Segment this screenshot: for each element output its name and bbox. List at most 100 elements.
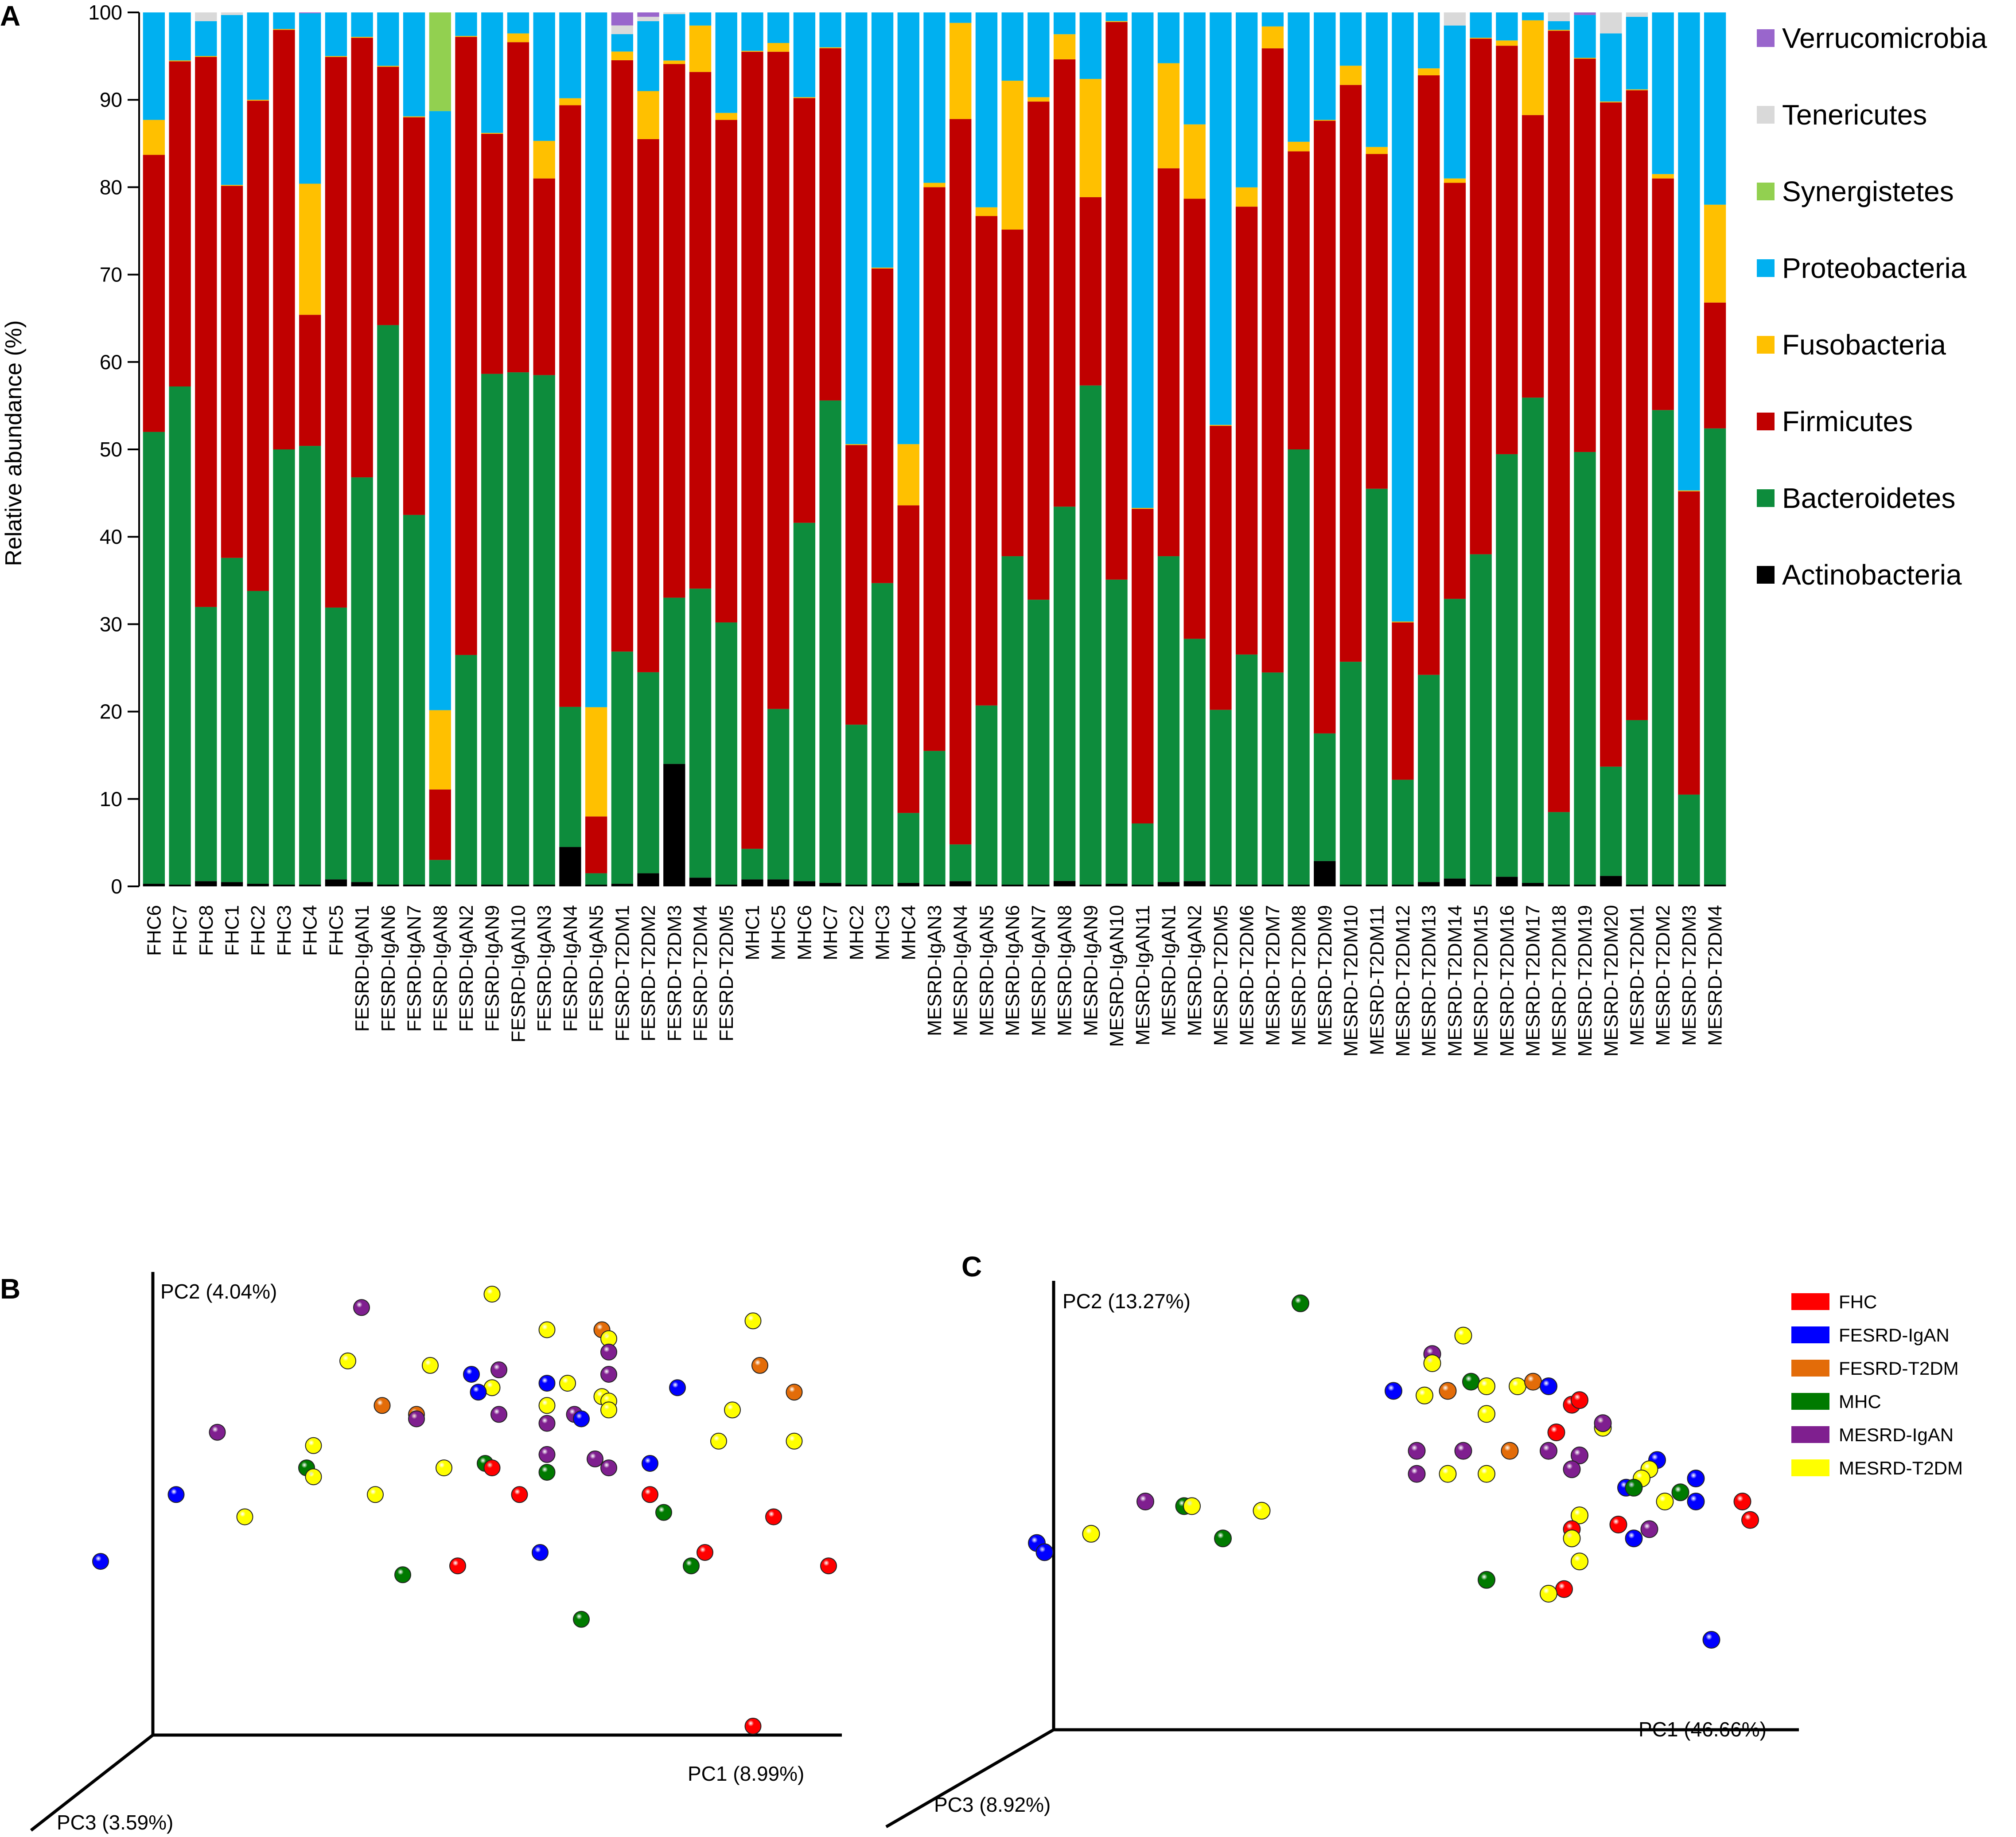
sample-label: MESRD-T2DM19: [1574, 905, 1596, 1057]
bar-segment-actinobacteria: [507, 885, 529, 886]
bar-segment-proteobacteria: [1652, 12, 1674, 174]
bar-segment-bacteroidetes: [1626, 720, 1648, 885]
bar-segment-proteobacteria: [1339, 12, 1362, 66]
bar-segment-fusobacteria: [1053, 34, 1076, 59]
pcoa-points-b: [92, 1286, 837, 1735]
bar-segment-bacteroidetes: [1183, 639, 1206, 881]
point-mhc: [1462, 1373, 1480, 1391]
bar-segment-firmicutes: [585, 816, 607, 874]
bar-segment-bacteroidetes: [195, 607, 217, 881]
bar-segment-proteobacteria: [1079, 12, 1101, 79]
point-fesrd-t2dm: [374, 1397, 391, 1414]
bar-segment-fusobacteria: [1001, 81, 1024, 230]
bar-segment-bacteroidetes: [715, 622, 737, 885]
bar-segment-fusobacteria: [1600, 101, 1622, 103]
bar-segment-tenericutes: [221, 12, 243, 15]
bar-segment-tenericutes: [611, 25, 634, 35]
bar-segment-firmicutes: [1652, 178, 1674, 410]
bar-stack: [1600, 12, 1622, 886]
point-mhc: [538, 1464, 556, 1481]
point-fhc: [820, 1557, 837, 1575]
sample-label: FHC8: [195, 905, 217, 956]
bar-stack: [1470, 12, 1492, 886]
point-mesrd-igan: [490, 1361, 507, 1378]
bar-segment-firmicutes: [897, 505, 919, 813]
pc1-label: PC1 (8.99%): [688, 1762, 804, 1785]
bar-stack: [1105, 12, 1128, 886]
point-mesrd-igan: [1571, 1447, 1588, 1464]
bar-segment-proteobacteria: [1470, 12, 1492, 38]
bar-stack: [637, 12, 659, 886]
point-mesrd-igan: [1594, 1414, 1612, 1432]
bar-stack: [663, 12, 685, 886]
bar-segment-firmicutes: [767, 51, 790, 709]
bar-segment-actinobacteria: [611, 884, 634, 886]
bar-stack: [247, 12, 269, 886]
bar-segment-proteobacteria: [377, 12, 399, 66]
bar-segment-bacteroidetes: [1132, 823, 1154, 885]
legend-label: FESRD-T2DM: [1839, 1358, 1959, 1379]
bar-segment-bacteroidetes: [377, 325, 399, 885]
bar-segment-actinobacteria: [793, 881, 816, 886]
point-mesrd-t2dm: [744, 1312, 762, 1330]
bar-stack: [1704, 12, 1726, 886]
bar-segment-actinobacteria: [1235, 885, 1258, 886]
bar-segment-bacteroidetes: [1079, 385, 1101, 885]
bar-segment-bacteroidetes: [767, 709, 790, 880]
bar-stack: [1652, 12, 1674, 886]
point-fesrd-igan: [1625, 1529, 1643, 1548]
bar-segment-fusobacteria: [767, 43, 790, 52]
bar-segment-bacteroidetes: [1339, 662, 1362, 885]
bar-segment-firmicutes: [1548, 31, 1570, 812]
bar-segment-proteobacteria: [1444, 25, 1466, 179]
sample-label: FESRD-IgAN1: [351, 905, 373, 1032]
bar-stack: [1288, 12, 1310, 886]
sample-label: MESRD-T2DM10: [1340, 905, 1362, 1057]
sample-label: FHC3: [273, 905, 295, 956]
bar-segment-actinobacteria: [923, 885, 946, 886]
bar-segment-fusobacteria: [819, 47, 841, 48]
bar-segment-proteobacteria: [143, 12, 165, 120]
point-fhc: [765, 1508, 782, 1525]
bar-segment-fusobacteria: [1235, 187, 1258, 207]
y-tick-label: 70: [100, 263, 122, 286]
panel-c: C PC2 (13.27%) PC1 (46.66%) PC3 (8.92%) …: [885, 1251, 1963, 1829]
bar-segment-proteobacteria: [1235, 12, 1258, 187]
bar-segment-firmicutes: [950, 119, 972, 845]
legend-swatch: [1757, 259, 1775, 277]
bar-segment-firmicutes: [1053, 59, 1076, 507]
bar-segment-firmicutes: [1105, 22, 1128, 580]
stacked-bars: [143, 12, 1726, 886]
point-fesrd-igan: [532, 1544, 549, 1561]
bar-segment-bacteroidetes: [793, 523, 816, 881]
bar-stack: [195, 12, 217, 886]
sample-labels: FHC6 FHC7 FHC8 FHC1 FHC2 FHC3 FHC4 FHC5 FESRD-Ig…: [143, 905, 1726, 1057]
bar-segment-fusobacteria: [221, 185, 243, 186]
bar-segment-firmicutes: [1704, 302, 1726, 429]
bar-segment-firmicutes: [481, 133, 503, 374]
bar-segment-proteobacteria: [559, 12, 581, 98]
bar-segment-fusobacteria: [1704, 204, 1726, 303]
panel-a-letter: A: [0, 0, 20, 32]
point-mesrd-igan: [587, 1450, 603, 1467]
y-tick-label: 40: [100, 525, 122, 548]
legend-swatch: [1791, 1426, 1829, 1443]
bar-stack: [611, 12, 634, 886]
sample-label: MESRD-T2DM18: [1548, 905, 1570, 1057]
point-fesrd-t2dm: [1439, 1382, 1457, 1400]
bar-segment-fusobacteria: [533, 140, 555, 179]
bar-segment-firmicutes: [455, 37, 477, 655]
bar-segment-firmicutes: [637, 139, 659, 672]
sample-label: FHC2: [247, 905, 269, 956]
bar-segment-bacteroidetes: [351, 477, 373, 882]
point-mesrd-t2dm: [559, 1375, 576, 1392]
bar-segment-actinobacteria: [533, 885, 555, 886]
bar-stack: [143, 12, 165, 886]
bar-segment-actinobacteria: [1053, 881, 1076, 886]
bar-segment-bacteroidetes: [663, 597, 685, 764]
point-mesrd-t2dm: [367, 1486, 384, 1503]
bar-segment-verrucomicrobia: [1574, 12, 1596, 15]
bar-segment-fusobacteria: [741, 51, 763, 52]
bar-segment-actinobacteria: [819, 883, 841, 886]
pcoa-points-c: [1028, 1294, 1759, 1649]
